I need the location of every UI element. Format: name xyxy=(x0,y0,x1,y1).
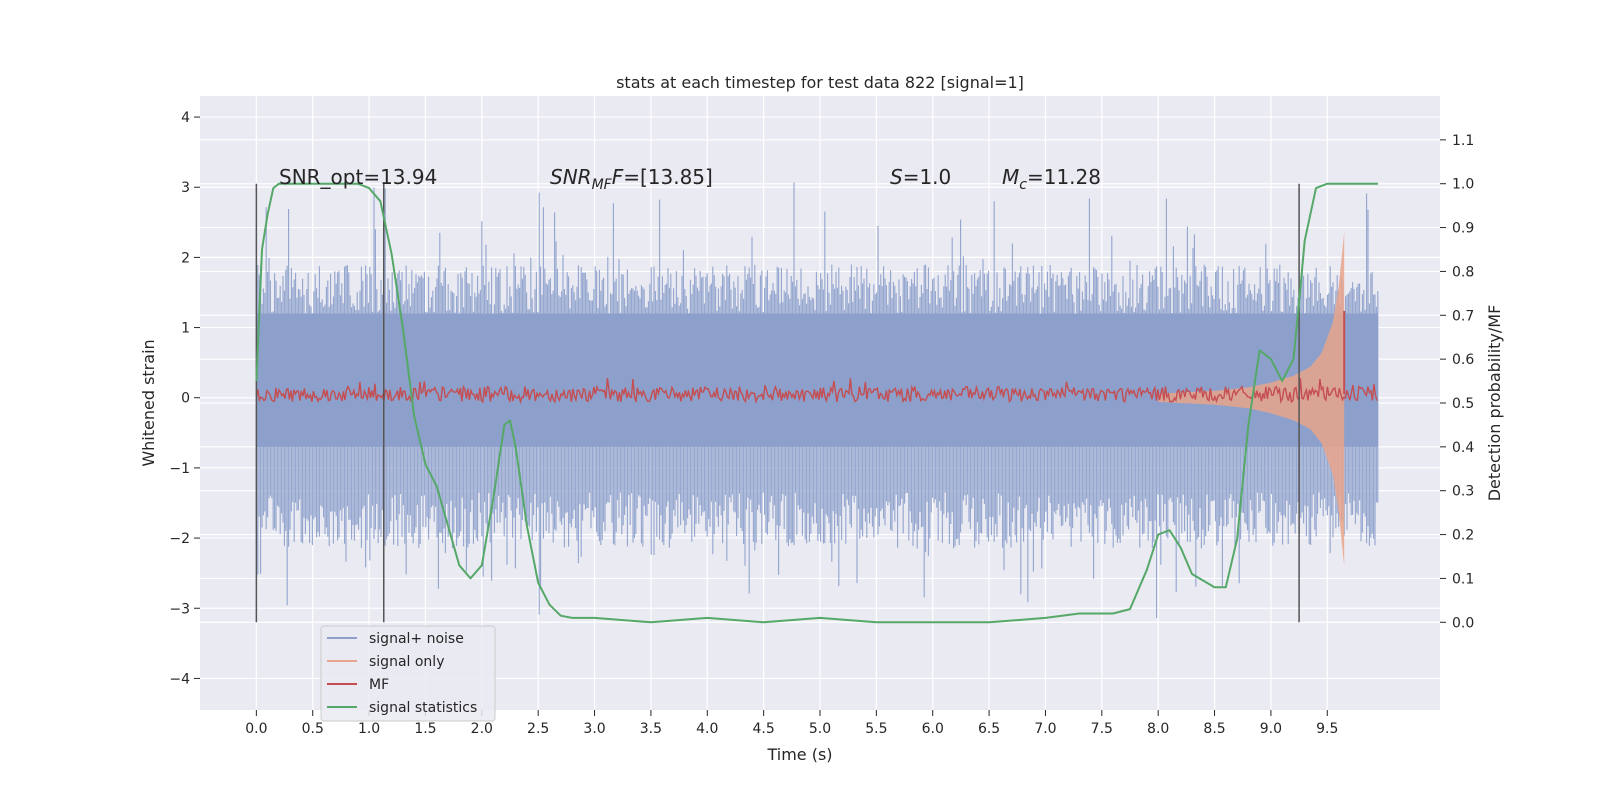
x-tick-label: 8.0 xyxy=(1147,721,1169,737)
y-tick-label-right: 0.4 xyxy=(1452,440,1474,456)
x-tick-label: 0.0 xyxy=(245,721,267,737)
y-tick-label-right: 0.1 xyxy=(1452,571,1474,587)
x-tick-label: 4.0 xyxy=(696,721,718,737)
x-tick-label: 9.5 xyxy=(1316,721,1338,737)
legend-label-mf: MF xyxy=(369,677,389,693)
y-tick-label-right: 0.8 xyxy=(1452,264,1474,280)
y-tick-label-right: 0.0 xyxy=(1452,615,1474,631)
x-tick-label: 5.5 xyxy=(865,721,887,737)
y-tick-label-right: 0.6 xyxy=(1452,352,1474,368)
series-signal-only-envelope xyxy=(1158,232,1345,567)
annotation-mc: Mc=11.28 xyxy=(1002,165,1101,193)
x-tick-label: 7.5 xyxy=(1091,721,1113,737)
annotation-mc-value: =11.28 xyxy=(1027,165,1101,189)
y-tick-label-left: −2 xyxy=(169,531,190,547)
annotation-mc-sub: c xyxy=(1019,177,1027,193)
x-tick-label: 2.0 xyxy=(471,721,493,737)
chart-title: stats at each timestep for test data 822… xyxy=(616,73,1024,92)
y-tick-label-right: 1.0 xyxy=(1452,177,1474,193)
x-tick-label: 7.0 xyxy=(1034,721,1056,737)
x-tick-label: 0.5 xyxy=(302,721,324,737)
annotation-snr-mf: SNRMFF=[13.85] xyxy=(550,165,713,193)
x-tick-label: 3.0 xyxy=(583,721,605,737)
x-tick-label: 3.5 xyxy=(640,721,662,737)
legend: signal+ noise signal only MF signal stat… xyxy=(320,625,496,722)
annotation-s: S=1.0 xyxy=(890,165,951,189)
annotation-snr-mf-main: SNR xyxy=(550,165,592,189)
x-tick-label: 6.5 xyxy=(978,721,1000,737)
y-tick-label-right: 0.5 xyxy=(1452,396,1474,412)
y-tick-label-left: 0 xyxy=(181,391,190,407)
y-axis-label-left: Whitened strain xyxy=(139,339,158,466)
y-tick-label-left: 4 xyxy=(181,110,190,126)
x-axis-label: Time (s) xyxy=(766,745,832,764)
data-layer xyxy=(255,182,1379,624)
x-tick-label: 5.0 xyxy=(809,721,831,737)
y-tick-label-right: 0.9 xyxy=(1452,221,1474,237)
y-axis-label-right: Detection probability/MF xyxy=(1485,305,1504,502)
annotation-mc-main: M xyxy=(1002,165,1019,189)
x-tick-label: 1.0 xyxy=(358,721,380,737)
y-tick-label-left: −1 xyxy=(169,461,190,477)
annotation-s-main: S xyxy=(890,165,903,189)
x-tick-label: 1.5 xyxy=(414,721,436,737)
x-tick-label: 4.5 xyxy=(753,721,775,737)
x-tick-label: 6.0 xyxy=(922,721,944,737)
y-tick-label-right: 0.7 xyxy=(1452,308,1474,324)
series-mf-line xyxy=(255,378,1378,405)
legend-label-signal-only: signal only xyxy=(369,654,444,670)
y-tick-label-left: −3 xyxy=(169,601,190,617)
series-signal-noise-core xyxy=(256,313,1378,447)
y-tick-label-right: 1.1 xyxy=(1452,133,1474,149)
series-signal-statistics-line xyxy=(255,182,1378,624)
x-tick-label: 9.0 xyxy=(1260,721,1282,737)
annotation-snr-mf-f: F xyxy=(612,165,624,189)
x-tick-label: 8.5 xyxy=(1203,721,1225,737)
y-tick-label-left: 3 xyxy=(181,180,190,196)
annotation-snr-mf-value: =[13.85] xyxy=(623,165,713,189)
y-tick-label-right: 0.2 xyxy=(1452,528,1474,544)
axis-layer: 0.0 0.5 1.0 1.5 2.0 2.5 3.0 3.5 4.0 4.5 5.0 5.5 6.0 6… xyxy=(169,110,1474,737)
y-tick-label-left: −4 xyxy=(169,671,190,687)
legend-frame xyxy=(320,625,496,722)
annotation-s-value: =1.0 xyxy=(903,165,952,189)
x-tick-label: 2.5 xyxy=(527,721,549,737)
annotation-snr-opt: SNR_opt=13.94 xyxy=(279,165,437,189)
legend-label-signal-noise: signal+ noise xyxy=(369,631,464,647)
y-tick-label-left: 1 xyxy=(181,321,190,337)
y-tick-label-right: 0.3 xyxy=(1452,484,1474,500)
annotation-snr-mf-sub: MF xyxy=(592,177,613,193)
legend-label-signal-statistics: signal statistics xyxy=(369,700,477,716)
y-tick-label-left: 2 xyxy=(181,250,190,266)
